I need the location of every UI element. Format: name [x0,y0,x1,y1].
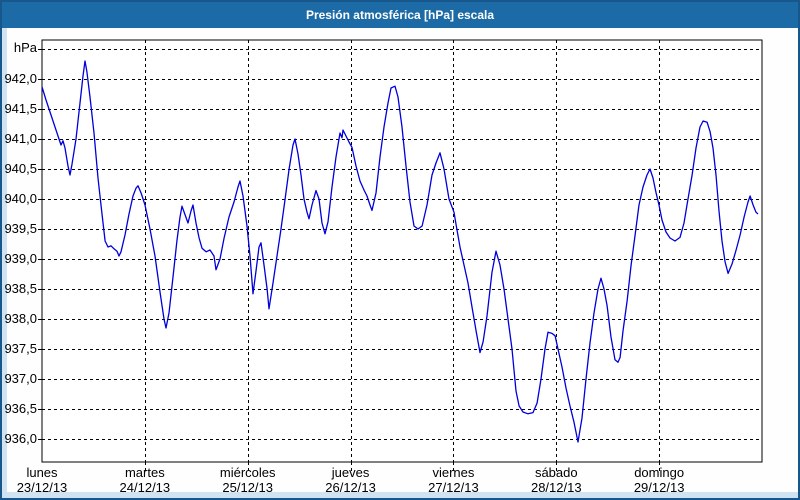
x-day-label: lunes [26,465,58,480]
chart-title: Presión atmosférica [hPa] escala [305,8,495,22]
y-axis-unit-label: hPa [13,40,37,55]
plot-border [41,39,763,463]
x-date-label: 28/12/13 [530,480,582,495]
y-tick-label: 936,5 [4,401,37,416]
y-tick-label: 938,5 [4,281,37,296]
y-tick-label: 937,5 [4,341,37,356]
y-tick-label: 941,0 [4,131,37,146]
y-tick-label: 941,5 [4,101,37,116]
title-bar: Presión atmosférica [hPa] escala [2,2,798,28]
y-tick-label: 938,0 [4,311,37,326]
y-tick-label: 939,0 [4,251,37,266]
x-day-label: viernes [432,465,475,480]
x-date-label: 25/12/13 [222,480,273,495]
x-date-label: 29/12/13 [633,480,685,495]
x-day-label: jueves [331,465,370,480]
y-tick-label: 940,5 [4,161,37,176]
y-tick-label: 942,0 [4,71,37,86]
x-day-label: martes [124,465,165,480]
x-day-label: sábado [534,465,578,480]
x-day-label: miércoles [219,465,276,480]
y-tick-label: 939,5 [4,221,37,236]
x-day-label: domingo [634,465,685,480]
left-inner-strip [2,28,7,498]
y-tick-label: 936,0 [4,431,37,446]
y-tick-label: 937,0 [4,371,37,386]
bottom-inner-strip [2,492,798,498]
pressure-line [41,60,759,443]
x-date-label: 24/12/13 [119,480,171,495]
y-tick-label: 940,0 [4,191,37,206]
x-date-label: 27/12/13 [428,480,479,495]
x-date-label: 23/12/13 [16,480,68,495]
x-date-label: 26/12/13 [325,480,376,495]
